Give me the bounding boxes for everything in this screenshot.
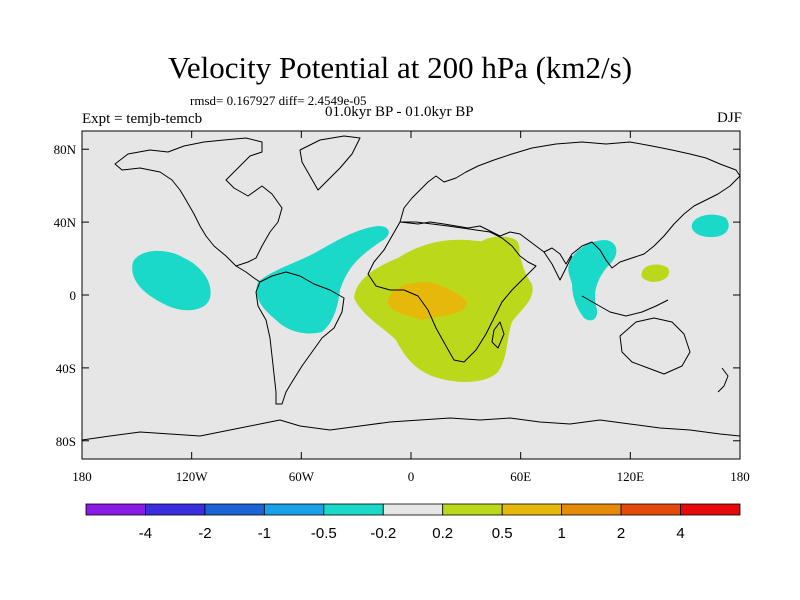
colorbar-label: 1 <box>557 525 565 542</box>
coastline-indonesia <box>581 295 669 317</box>
coastline-antarctica <box>82 417 740 441</box>
lon-tick-label: 180 <box>730 469 750 484</box>
longitude-axis: 180 120W 60W 0 60E 120E 180 <box>72 131 750 484</box>
colorbar-swatch <box>442 503 503 516</box>
lat-tick-label: 0 <box>70 288 77 303</box>
coastline-india <box>543 251 573 281</box>
period-label: 01.0kyr BP - 01.0kyr BP <box>325 104 474 120</box>
colorbar-swatch <box>263 503 325 516</box>
coastline-central-america <box>235 265 261 283</box>
lat-tick-label: 40S <box>56 361 76 376</box>
colorbar-label: 2 <box>617 525 625 542</box>
colorbar-swatch <box>323 503 384 516</box>
lat-tick-label: 40N <box>54 215 77 230</box>
positive-region-west-pacific <box>641 264 670 282</box>
colorbar-label: -0.2 <box>370 525 396 542</box>
colorbar: -4 -2 -1 -0.5 -0.2 0.2 0.5 1 2 4 <box>85 503 741 542</box>
coastline-north-america <box>114 137 283 267</box>
lon-tick-label: 0 <box>408 469 415 484</box>
colorbar-swatch <box>145 503 206 516</box>
lon-tick-label: 180 <box>72 469 92 484</box>
negative-region-north-pacific <box>691 214 729 238</box>
coastline-australia <box>619 317 691 375</box>
colorbar-swatch <box>680 503 741 516</box>
colorbar-label: -1 <box>258 525 271 542</box>
colorbar-label: -0.5 <box>311 525 337 542</box>
lat-tick-label: 80S <box>56 434 76 449</box>
colorbar-swatch <box>561 503 622 516</box>
lon-tick-label: 60E <box>510 469 531 484</box>
colorbar-label: 4 <box>676 525 684 542</box>
coastline-new-zealand <box>717 367 729 393</box>
colorbar-swatch <box>501 503 563 516</box>
lon-tick-label: 120E <box>617 469 645 484</box>
negative-region-east-pacific <box>132 250 211 311</box>
coastline-africa <box>367 221 537 363</box>
experiment-label: Expt = temjb-temcb <box>82 111 203 127</box>
coastline-south-america <box>255 271 345 405</box>
stats-label: rmsd= 0.167927 diff= 2.4549e-05 <box>190 93 367 108</box>
lat-tick-label: 80N <box>54 142 77 157</box>
coastline-greenland <box>299 135 361 191</box>
colorbar-label: -2 <box>198 525 211 542</box>
colorbar-swatch <box>204 503 265 516</box>
colorbar-label: 0.5 <box>492 525 513 542</box>
anomaly-shading <box>132 214 729 382</box>
negative-region-south-america <box>256 226 389 334</box>
coastlines <box>82 135 740 441</box>
lon-tick-label: 60W <box>289 469 315 484</box>
latitude-axis: 80N 40N 0 40S 80S <box>54 142 740 449</box>
colorbar-label: -4 <box>139 525 152 542</box>
lon-tick-label: 120W <box>176 469 209 484</box>
season-label: DJF <box>716 110 742 126</box>
colorbar-swatch <box>382 503 444 516</box>
negative-region-southeast-asia <box>568 240 617 321</box>
plot-title: Velocity Potential at 200 hPa (km2/s) <box>167 50 633 85</box>
coastline-madagascar <box>491 321 505 349</box>
colorbar-label: 0.2 <box>432 525 453 542</box>
coastline-eurasia <box>399 141 740 269</box>
colorbar-swatch <box>620 503 681 516</box>
colorbar-swatch <box>85 503 146 516</box>
